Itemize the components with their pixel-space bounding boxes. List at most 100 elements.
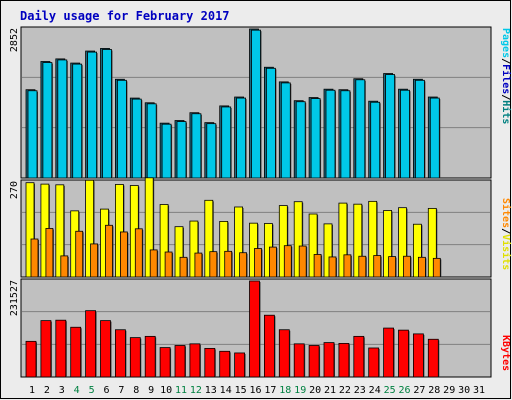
bar-files (295, 101, 306, 179)
bar-visits (234, 206, 244, 278)
legend-sep-3: / (500, 228, 511, 234)
bar-sites (120, 231, 128, 278)
bar-files (414, 79, 425, 179)
bar-sites (164, 251, 173, 278)
legend-pages-files-hits: Pages/Files/Hits (500, 28, 512, 124)
bar-files (236, 97, 247, 179)
bar-kbytes (293, 343, 305, 378)
bar-sites (105, 224, 113, 278)
bar-kbytes (115, 329, 126, 378)
x-tick-label: 21 (324, 385, 336, 396)
x-tick-label: 10 (160, 385, 172, 396)
bar-kbytes (263, 314, 275, 378)
bar-files (146, 103, 157, 179)
x-tick-label: 4 (74, 385, 80, 396)
bar-kbytes (353, 335, 365, 378)
x-tick-label: 14 (220, 385, 232, 396)
x-tick-label: 30 (458, 385, 470, 396)
legend-kbytes: KBytes (500, 335, 511, 371)
x-tick-label: 28 (428, 385, 440, 396)
x-tick-label: 11 (175, 385, 187, 396)
bar-visits (398, 207, 407, 278)
x-tick-label: 17 (264, 385, 276, 396)
bar-visits (189, 220, 199, 278)
bar-kbytes (159, 347, 171, 378)
bar-kbytes (25, 340, 37, 378)
bar-kbytes (323, 342, 335, 378)
bar-sites (283, 245, 292, 278)
bar-sites (149, 249, 158, 278)
bar-files (400, 89, 410, 179)
bar-kbytes (219, 350, 231, 378)
bar-files (72, 63, 83, 179)
bar-kbytes (398, 329, 409, 378)
bar-kbytes (204, 347, 216, 378)
bar-files (117, 79, 127, 179)
bar-sites (75, 230, 84, 278)
bar-kbytes (100, 320, 111, 378)
bar-visits (338, 202, 348, 278)
legend-visits: Visits (500, 234, 512, 270)
x-tick-label: 6 (103, 385, 109, 396)
legend-hits: Hits (500, 100, 512, 124)
bar-files (176, 121, 187, 179)
bar-kbytes (55, 319, 67, 378)
legend-files: Files (500, 64, 512, 94)
bar-sites (239, 252, 248, 278)
legend-sites-visits: Sites/Visits (500, 198, 512, 270)
bar-sites (358, 255, 367, 278)
bar-files (42, 62, 53, 179)
bar-files (385, 74, 396, 179)
x-tick-label: 1 (29, 385, 35, 396)
legend-sep-1: / (500, 58, 511, 64)
bar-files (27, 90, 38, 179)
bar-kbytes (308, 345, 320, 378)
x-tick-label: 24 (369, 385, 381, 396)
y-max-label-hits: 2852 (9, 28, 20, 52)
bar-kbytes (234, 352, 246, 378)
x-tick-label: 29 (443, 385, 455, 396)
x-tick-label: 8 (133, 385, 139, 396)
bar-visits (159, 204, 169, 278)
x-tick-label: 26 (398, 385, 410, 396)
x-tick-label: 15 (235, 385, 247, 396)
bar-files (57, 59, 68, 179)
bar-files (161, 123, 172, 179)
bar-files (87, 51, 97, 179)
bar-sites (254, 248, 262, 278)
bar-visits (144, 177, 154, 278)
bar-kbytes (144, 335, 156, 378)
bar-kbytes (368, 347, 380, 378)
bar-files (206, 123, 217, 179)
x-tick-label: 27 (413, 385, 425, 396)
bar-kbytes (189, 343, 201, 378)
x-tick-label: 22 (339, 385, 351, 396)
bar-files (191, 113, 202, 179)
bar-files (102, 49, 112, 179)
bar-kbytes (70, 326, 82, 378)
bar-kbytes (174, 345, 186, 378)
y-max-label-kbytes: 231527 (9, 280, 20, 316)
bar-sites (194, 252, 203, 278)
bar-sites (373, 255, 382, 278)
bar-sites (388, 256, 397, 278)
bar-visits (383, 210, 393, 278)
bar-visits (353, 203, 363, 278)
x-tick-label: 3 (59, 385, 65, 396)
x-tick-label: 25 (384, 385, 396, 396)
bar-visits (219, 221, 229, 278)
bar-kbytes (40, 320, 52, 378)
bar-visits (115, 184, 124, 278)
bar-sites (328, 256, 337, 278)
x-tick-label: 18 (279, 385, 291, 396)
bar-files (370, 101, 381, 179)
bar-visits (427, 207, 437, 278)
x-tick-label: 5 (89, 385, 95, 396)
bar-files (221, 106, 232, 179)
y-max-label-visits: 270 (9, 181, 20, 199)
bar-sites (268, 246, 277, 278)
x-tick-label: 31 (473, 385, 485, 396)
bar-visits (85, 179, 94, 278)
x-tick-label: 7 (118, 385, 124, 396)
